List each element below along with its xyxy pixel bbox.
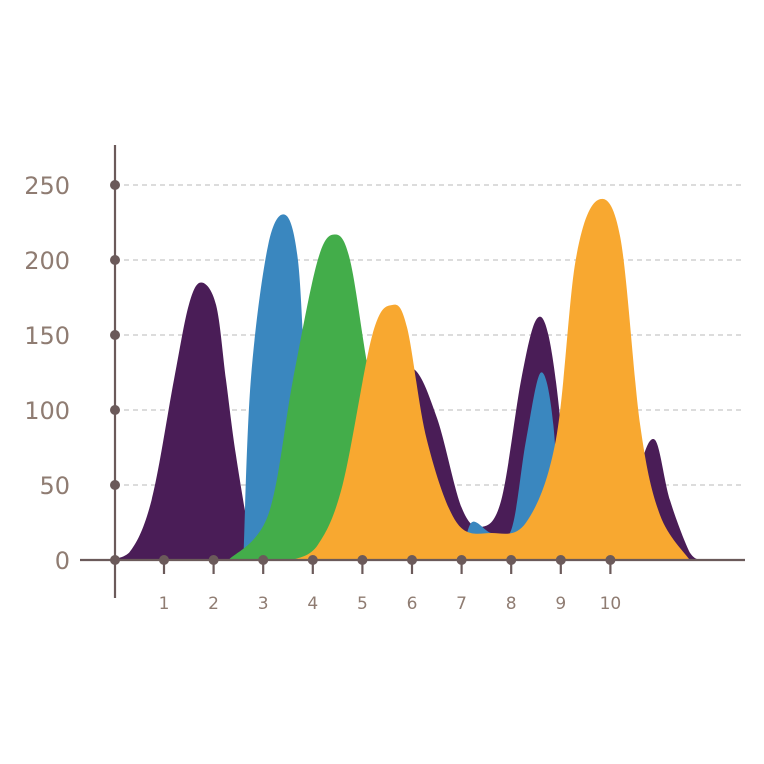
series-4-area-1 (292, 198, 690, 560)
y-tick-label-100: 100 (24, 397, 70, 425)
x-tick-label-7: 7 (456, 594, 467, 614)
x-tick-dot-6 (407, 555, 417, 565)
y-tick-dot-100 (110, 405, 120, 415)
y-tick-label-250: 250 (24, 172, 70, 200)
x-tick-label-5: 5 (357, 594, 368, 614)
series-areas (104, 198, 700, 560)
y-tick-dot-50 (110, 480, 120, 490)
x-tick-dot-5 (357, 555, 368, 565)
x-tick-dot-9 (555, 555, 566, 565)
y-tick-label-200: 200 (24, 247, 70, 275)
y-tick-dot-0 (110, 555, 120, 565)
axes (80, 145, 745, 598)
x-tick-label-9: 9 (555, 594, 566, 614)
x-tick-dot-4 (307, 555, 318, 565)
y-tick-label-150: 150 (24, 322, 70, 350)
x-tick-label-3: 3 (258, 594, 269, 614)
y-tick-label-0: 0 (55, 547, 70, 575)
x-tick-label-6: 6 (407, 594, 418, 614)
x-tick-dot-8 (506, 555, 517, 565)
x-tick-label-4: 4 (307, 594, 318, 614)
y-tick-dot-250 (110, 180, 120, 190)
tick-labels: 0 50 100 150 200 250 1 2 3 4 5 6 7 8 9 10 (24, 172, 621, 614)
y-tick-dot-150 (110, 330, 120, 340)
x-tick-label-10: 10 (600, 594, 622, 614)
x-tick-dot-7 (456, 555, 467, 565)
y-tick-dot-200 (110, 255, 120, 265)
x-tick-label-1: 1 (159, 594, 170, 614)
x-tick-label-8: 8 (506, 594, 517, 614)
x-tick-dot-2 (208, 555, 219, 565)
x-tick-label-2: 2 (208, 594, 219, 614)
x-tick-dot-3 (258, 555, 269, 565)
x-tick-dot-1 (159, 555, 169, 565)
series-1-area-1 (104, 282, 254, 560)
y-tick-label-50: 50 (39, 472, 70, 500)
x-tick-dot-10 (605, 555, 616, 565)
